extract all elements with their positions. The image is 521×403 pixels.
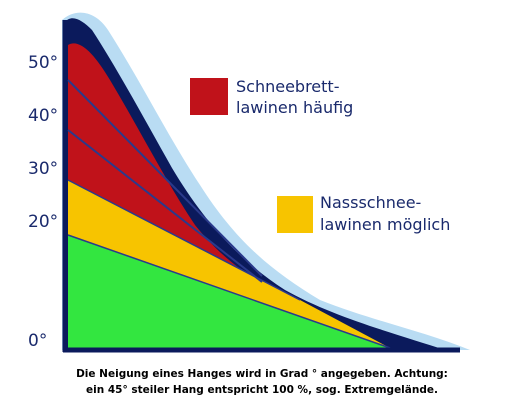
axis-label: 0°: [28, 331, 47, 351]
page: 50° 40° 30° 20° 0° Schneebrett- lawinen …: [0, 0, 521, 403]
axis-label: 40°: [28, 106, 58, 126]
legend-text: lawinen häufig: [236, 98, 353, 117]
axis-label: 20°: [28, 212, 58, 232]
axis-label: 50°: [28, 53, 58, 73]
legend-text: Nassschnee-: [320, 193, 421, 212]
legend-text: Schneebrett-: [236, 77, 339, 96]
legend-swatch: [190, 78, 228, 115]
axis-label: 30°: [28, 159, 58, 179]
diagram: 50° 40° 30° 20° 0° Schneebrett- lawinen …: [0, 0, 521, 403]
caption: Die Neigung eines Hanges wird in Grad ° …: [76, 368, 448, 380]
caption: ein 45° steiler Hang entspricht 100 %, s…: [86, 384, 438, 396]
legend-text: lawinen möglich: [320, 215, 450, 234]
legend-swatch: [277, 196, 313, 233]
